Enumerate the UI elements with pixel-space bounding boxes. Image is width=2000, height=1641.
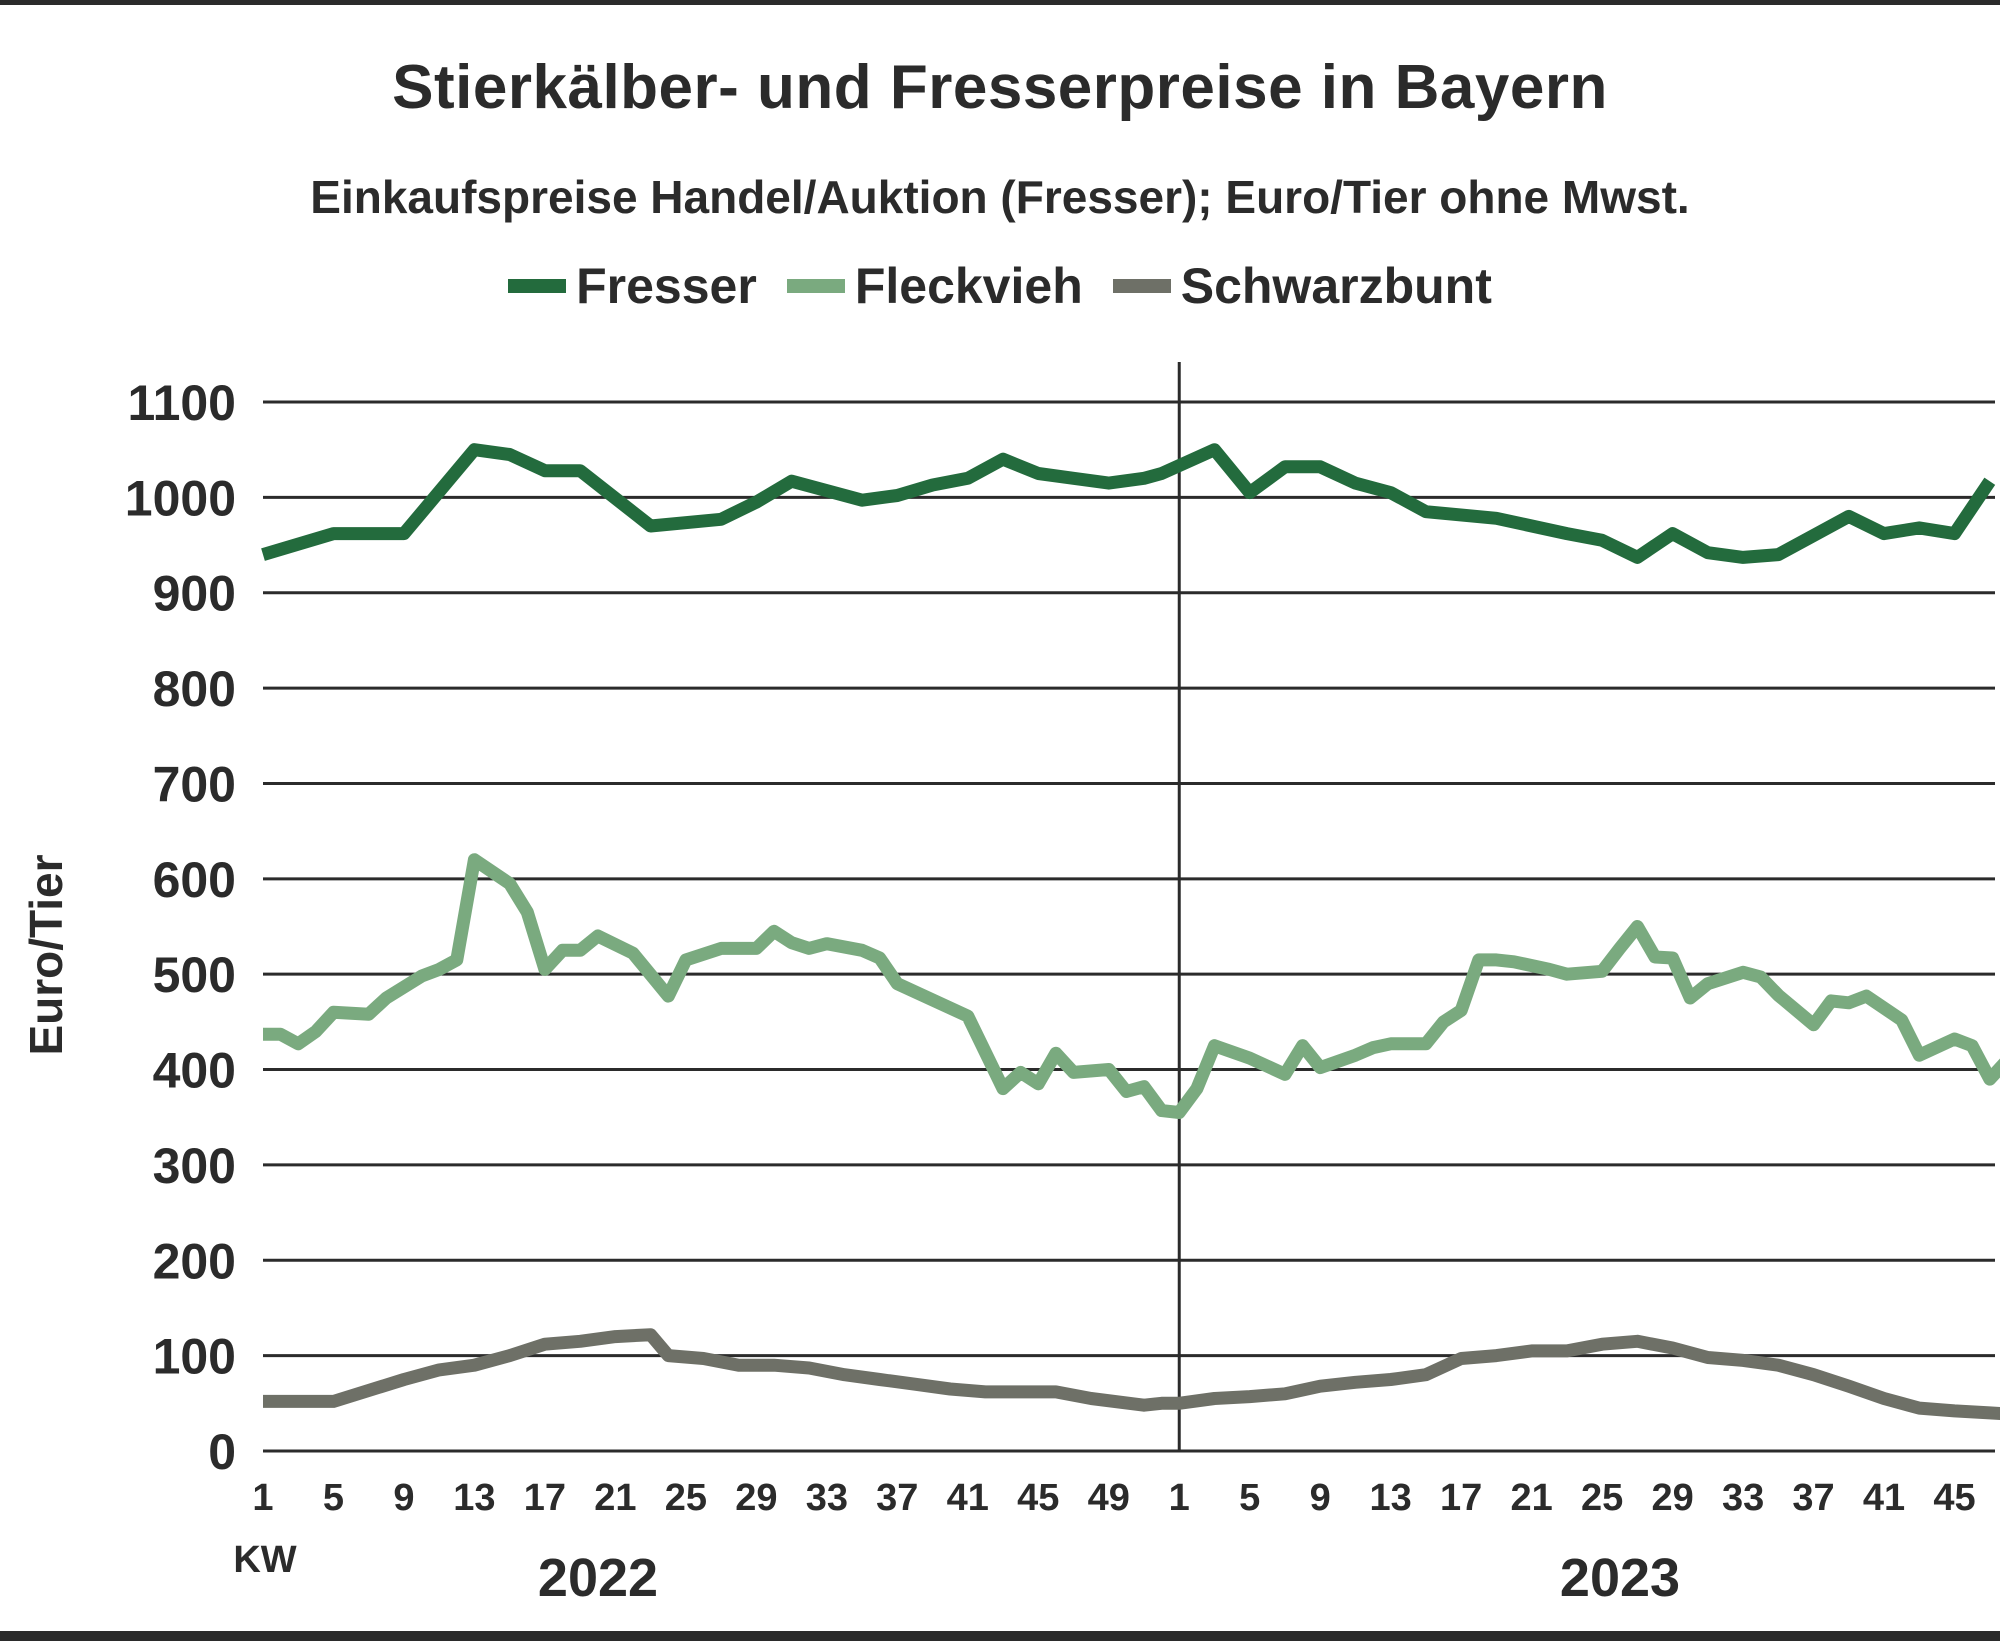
series-line-fresser	[261, 443, 1996, 564]
x-tick-label-2023-21: 21	[1510, 1477, 1552, 1519]
year-label-2023: 2023	[1560, 1548, 1680, 1608]
x-tick-label-2022-1: 1	[252, 1477, 273, 1519]
x-tick-label-2022-49: 49	[1088, 1477, 1130, 1519]
y-axis-title: Euro/Tier	[20, 854, 72, 1055]
x-tick-label-2022-9: 9	[393, 1477, 414, 1519]
x-tick-label-2022-33: 33	[806, 1477, 848, 1519]
legend-item-schwarzbunt: Schwarzbunt	[1112, 257, 1492, 315]
y-tick-label-1000: 1000	[125, 470, 236, 526]
x-tick-label-2022-25: 25	[665, 1477, 707, 1519]
x-tick-label-2022-13: 13	[453, 1477, 495, 1519]
legend-item-fresser: Fresser	[508, 257, 757, 315]
y-tick-label-500: 500	[153, 947, 236, 1003]
y-tick-label-800: 800	[153, 661, 236, 717]
x-tick-label-2023-37: 37	[1792, 1477, 1834, 1519]
x-tick-label-2022-5: 5	[323, 1477, 344, 1519]
legend-item-fleckvieh: Fleckvieh	[786, 257, 1083, 315]
legend-swatch-fleckvieh	[786, 279, 845, 293]
y-tick-label-200: 200	[153, 1233, 236, 1289]
x-tick-label-2023-9: 9	[1310, 1477, 1331, 1519]
x-tick-label-2022-21: 21	[594, 1477, 636, 1519]
x-tick-label-2023-5: 5	[1239, 1477, 1260, 1519]
x-tick-label-2022-41: 41	[947, 1477, 989, 1519]
y-tick-label-0: 0	[208, 1424, 236, 1480]
series-line-schwarzbunt	[263, 1328, 2000, 1420]
x-tick-label-2022-17: 17	[524, 1477, 566, 1519]
legend-swatch-fresser	[508, 279, 567, 293]
chart-subtitle: Einkaufspreise Handel/Auktion (Fresser);…	[310, 171, 1690, 223]
bottom-border	[0, 1631, 2000, 1641]
legend-label-fleckvieh: Fleckvieh	[854, 258, 1083, 314]
legend-label-schwarzbunt: Schwarzbunt	[1180, 258, 1492, 314]
y-tick-label-300: 300	[153, 1138, 236, 1194]
x-tick-label-2023-13: 13	[1370, 1477, 1412, 1519]
series-line-fleckvieh	[263, 853, 2000, 1119]
x-tick-label-2022-29: 29	[735, 1477, 777, 1519]
x-tick-label-2023-29: 29	[1651, 1477, 1693, 1519]
y-tick-label-600: 600	[153, 852, 236, 908]
year-label-2022: 2022	[538, 1548, 658, 1608]
x-tick-label-2023-41: 41	[1863, 1477, 1905, 1519]
legend-swatch-schwarzbunt	[1112, 279, 1171, 293]
chart-title: Stierkälber- und Fresserpreise in Bayern	[392, 53, 1608, 122]
x-tick-label-2023-25: 25	[1581, 1477, 1623, 1519]
legend-label-fresser: Fresser	[576, 258, 757, 314]
legend: Fresser Fleckvieh Schwarzbunt	[0, 258, 2000, 314]
x-tick-label-2023-45: 45	[1933, 1477, 1975, 1519]
x-axis-unit-label: KW	[233, 1539, 296, 1581]
y-tick-label-100: 100	[153, 1329, 236, 1385]
y-tick-label-400: 400	[153, 1043, 236, 1099]
y-tick-label-1100: 1100	[128, 375, 236, 431]
x-tick-label-2023-1: 1	[1169, 1477, 1190, 1519]
top-border	[0, 0, 2000, 5]
x-tick-label-2022-45: 45	[1017, 1477, 1059, 1519]
x-tick-label-2023-17: 17	[1440, 1477, 1482, 1519]
y-tick-label-700: 700	[153, 756, 236, 812]
y-tick-label-900: 900	[153, 566, 236, 622]
x-tick-label-2022-37: 37	[876, 1477, 918, 1519]
x-tick-label-2023-33: 33	[1722, 1477, 1764, 1519]
